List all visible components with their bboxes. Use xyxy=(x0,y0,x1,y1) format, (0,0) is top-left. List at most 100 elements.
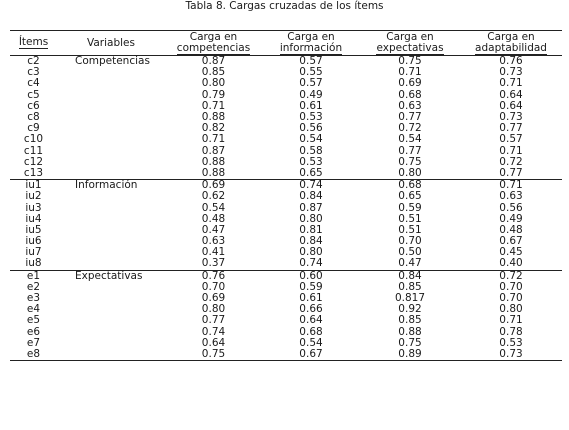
load-competencias: 0.63 xyxy=(201,235,226,248)
item-code: iu1 xyxy=(25,179,42,192)
load-adaptabilidad: 0.72 xyxy=(499,269,523,282)
load-adaptabilidad: 0.57 xyxy=(499,133,523,146)
item-code: c12 xyxy=(23,155,44,168)
load-expectativas: 0.817 xyxy=(394,292,426,305)
variable-name xyxy=(57,78,165,89)
load-competencias: 0.74 xyxy=(201,325,226,338)
variable-name xyxy=(57,90,165,101)
load-informacion: 0.59 xyxy=(299,280,323,293)
load-competencias: 0.80 xyxy=(201,77,226,90)
load-informacion: 0.81 xyxy=(299,223,323,236)
load-competencias: 0.37 xyxy=(201,257,226,270)
load-informacion: 0.61 xyxy=(299,292,323,305)
variable-name xyxy=(57,101,165,112)
table-row: c12 0.88 0.53 0.75 0.72 xyxy=(10,155,562,168)
item-code: c5 xyxy=(27,88,40,101)
load-competencias: 0.88 xyxy=(201,111,226,124)
load-expectativas: 0.92 xyxy=(398,303,422,316)
header-load-informacion: Carga en información xyxy=(279,30,343,55)
item-code: c6 xyxy=(27,99,40,112)
load-expectativas: 0.80 xyxy=(398,166,422,179)
table-row: c13 0.88 0.65 0.80 0.77 xyxy=(10,168,562,180)
load-competencias: 0.71 xyxy=(201,99,226,112)
load-adaptabilidad: 0.64 xyxy=(499,99,523,112)
load-informacion: 0.84 xyxy=(299,235,323,248)
variable-name xyxy=(57,236,165,247)
item-code: c8 xyxy=(27,111,40,124)
load-informacion: 0.60 xyxy=(299,269,323,282)
load-expectativas: 0.68 xyxy=(398,179,422,192)
variable-name xyxy=(57,327,165,338)
load-competencias: 0.64 xyxy=(201,336,226,349)
variable-name xyxy=(57,225,165,236)
table-row: iu2 0.62 0.84 0.65 0.63 xyxy=(10,191,562,202)
load-informacion: 0.68 xyxy=(299,325,323,338)
load-competencias: 0.79 xyxy=(201,88,226,101)
load-adaptabilidad: 0.53 xyxy=(499,336,523,349)
item-code: c3 xyxy=(27,66,40,79)
item-code: iu8 xyxy=(25,257,42,270)
load-adaptabilidad: 0.73 xyxy=(499,66,523,79)
variable-name xyxy=(57,214,165,225)
load-informacion: 0.87 xyxy=(299,201,323,214)
variable-name: Expectativas xyxy=(75,269,143,282)
load-adaptabilidad: 0.70 xyxy=(499,280,523,293)
load-expectativas: 0.77 xyxy=(398,111,422,124)
variable-name xyxy=(57,168,165,180)
load-adaptabilidad: 0.78 xyxy=(499,325,523,338)
load-informacion: 0.67 xyxy=(262,349,360,362)
load-adaptabilidad: 0.71 xyxy=(499,314,523,327)
load-competencias: 0.69 xyxy=(201,179,226,192)
variable-name xyxy=(57,315,165,326)
header-items: Ítems xyxy=(18,36,49,49)
load-adaptabilidad: 0.72 xyxy=(499,155,523,168)
load-adaptabilidad: 0.48 xyxy=(499,223,523,236)
load-adaptabilidad: 0.70 xyxy=(499,292,523,305)
load-adaptabilidad: 0.77 xyxy=(499,166,523,179)
load-informacion: 0.53 xyxy=(299,111,323,124)
load-informacion: 0.74 xyxy=(299,179,323,192)
table-row: iu7 0.41 0.80 0.50 0.45 xyxy=(10,247,562,258)
load-competencias: 0.48 xyxy=(201,212,226,225)
table-caption: Tabla 8. Cargas cruzadas de los ítems xyxy=(185,0,384,12)
load-competencias: 0.71 xyxy=(201,133,226,146)
load-competencias: 0.85 xyxy=(201,66,226,79)
load-informacion: 0.54 xyxy=(299,133,323,146)
load-competencias: 0.76 xyxy=(201,269,226,282)
variable-name xyxy=(57,123,165,134)
variable-name xyxy=(57,134,165,145)
table-row: iu6 0.63 0.84 0.70 0.67 xyxy=(10,236,562,247)
load-informacion: 0.55 xyxy=(299,66,323,79)
load-expectativas: 0.71 xyxy=(398,66,422,79)
table-row: c6 0.71 0.61 0.63 0.64 xyxy=(10,99,562,112)
item-code: e3 xyxy=(26,292,41,305)
variable-name xyxy=(57,258,165,270)
load-informacion: 0.57 xyxy=(299,55,323,68)
table-row: e7 0.64 0.54 0.75 0.53 xyxy=(10,336,562,349)
item-code: c13 xyxy=(23,166,44,179)
variable-name xyxy=(57,247,165,258)
variable-name xyxy=(57,348,165,362)
load-adaptabilidad: 0.45 xyxy=(499,246,523,259)
header-variables: Variables xyxy=(87,36,135,49)
table-row: c11 0.87 0.58 0.77 0.71 xyxy=(10,144,562,157)
load-adaptabilidad: 0.63 xyxy=(499,190,523,203)
load-informacion: 0.49 xyxy=(299,88,323,101)
load-expectativas: 0.69 xyxy=(398,77,422,90)
load-informacion: 0.56 xyxy=(299,122,323,135)
load-adaptabilidad: 0.73 xyxy=(460,349,562,362)
load-expectativas: 0.70 xyxy=(398,235,422,248)
load-competencias: 0.88 xyxy=(201,155,226,168)
variable-name xyxy=(57,338,165,349)
load-informacion: 0.54 xyxy=(299,336,323,349)
load-informacion: 0.61 xyxy=(299,99,323,112)
header-load-expectativas: Carga en expectativas xyxy=(376,30,444,55)
load-competencias: 0.41 xyxy=(201,246,226,259)
item-code: c10 xyxy=(23,133,44,146)
item-code: c11 xyxy=(23,144,44,157)
load-adaptabilidad: 0.71 xyxy=(499,77,523,90)
variable-name xyxy=(57,191,165,202)
load-expectativas: 0.84 xyxy=(398,269,422,282)
load-adaptabilidad: 0.71 xyxy=(499,179,523,192)
